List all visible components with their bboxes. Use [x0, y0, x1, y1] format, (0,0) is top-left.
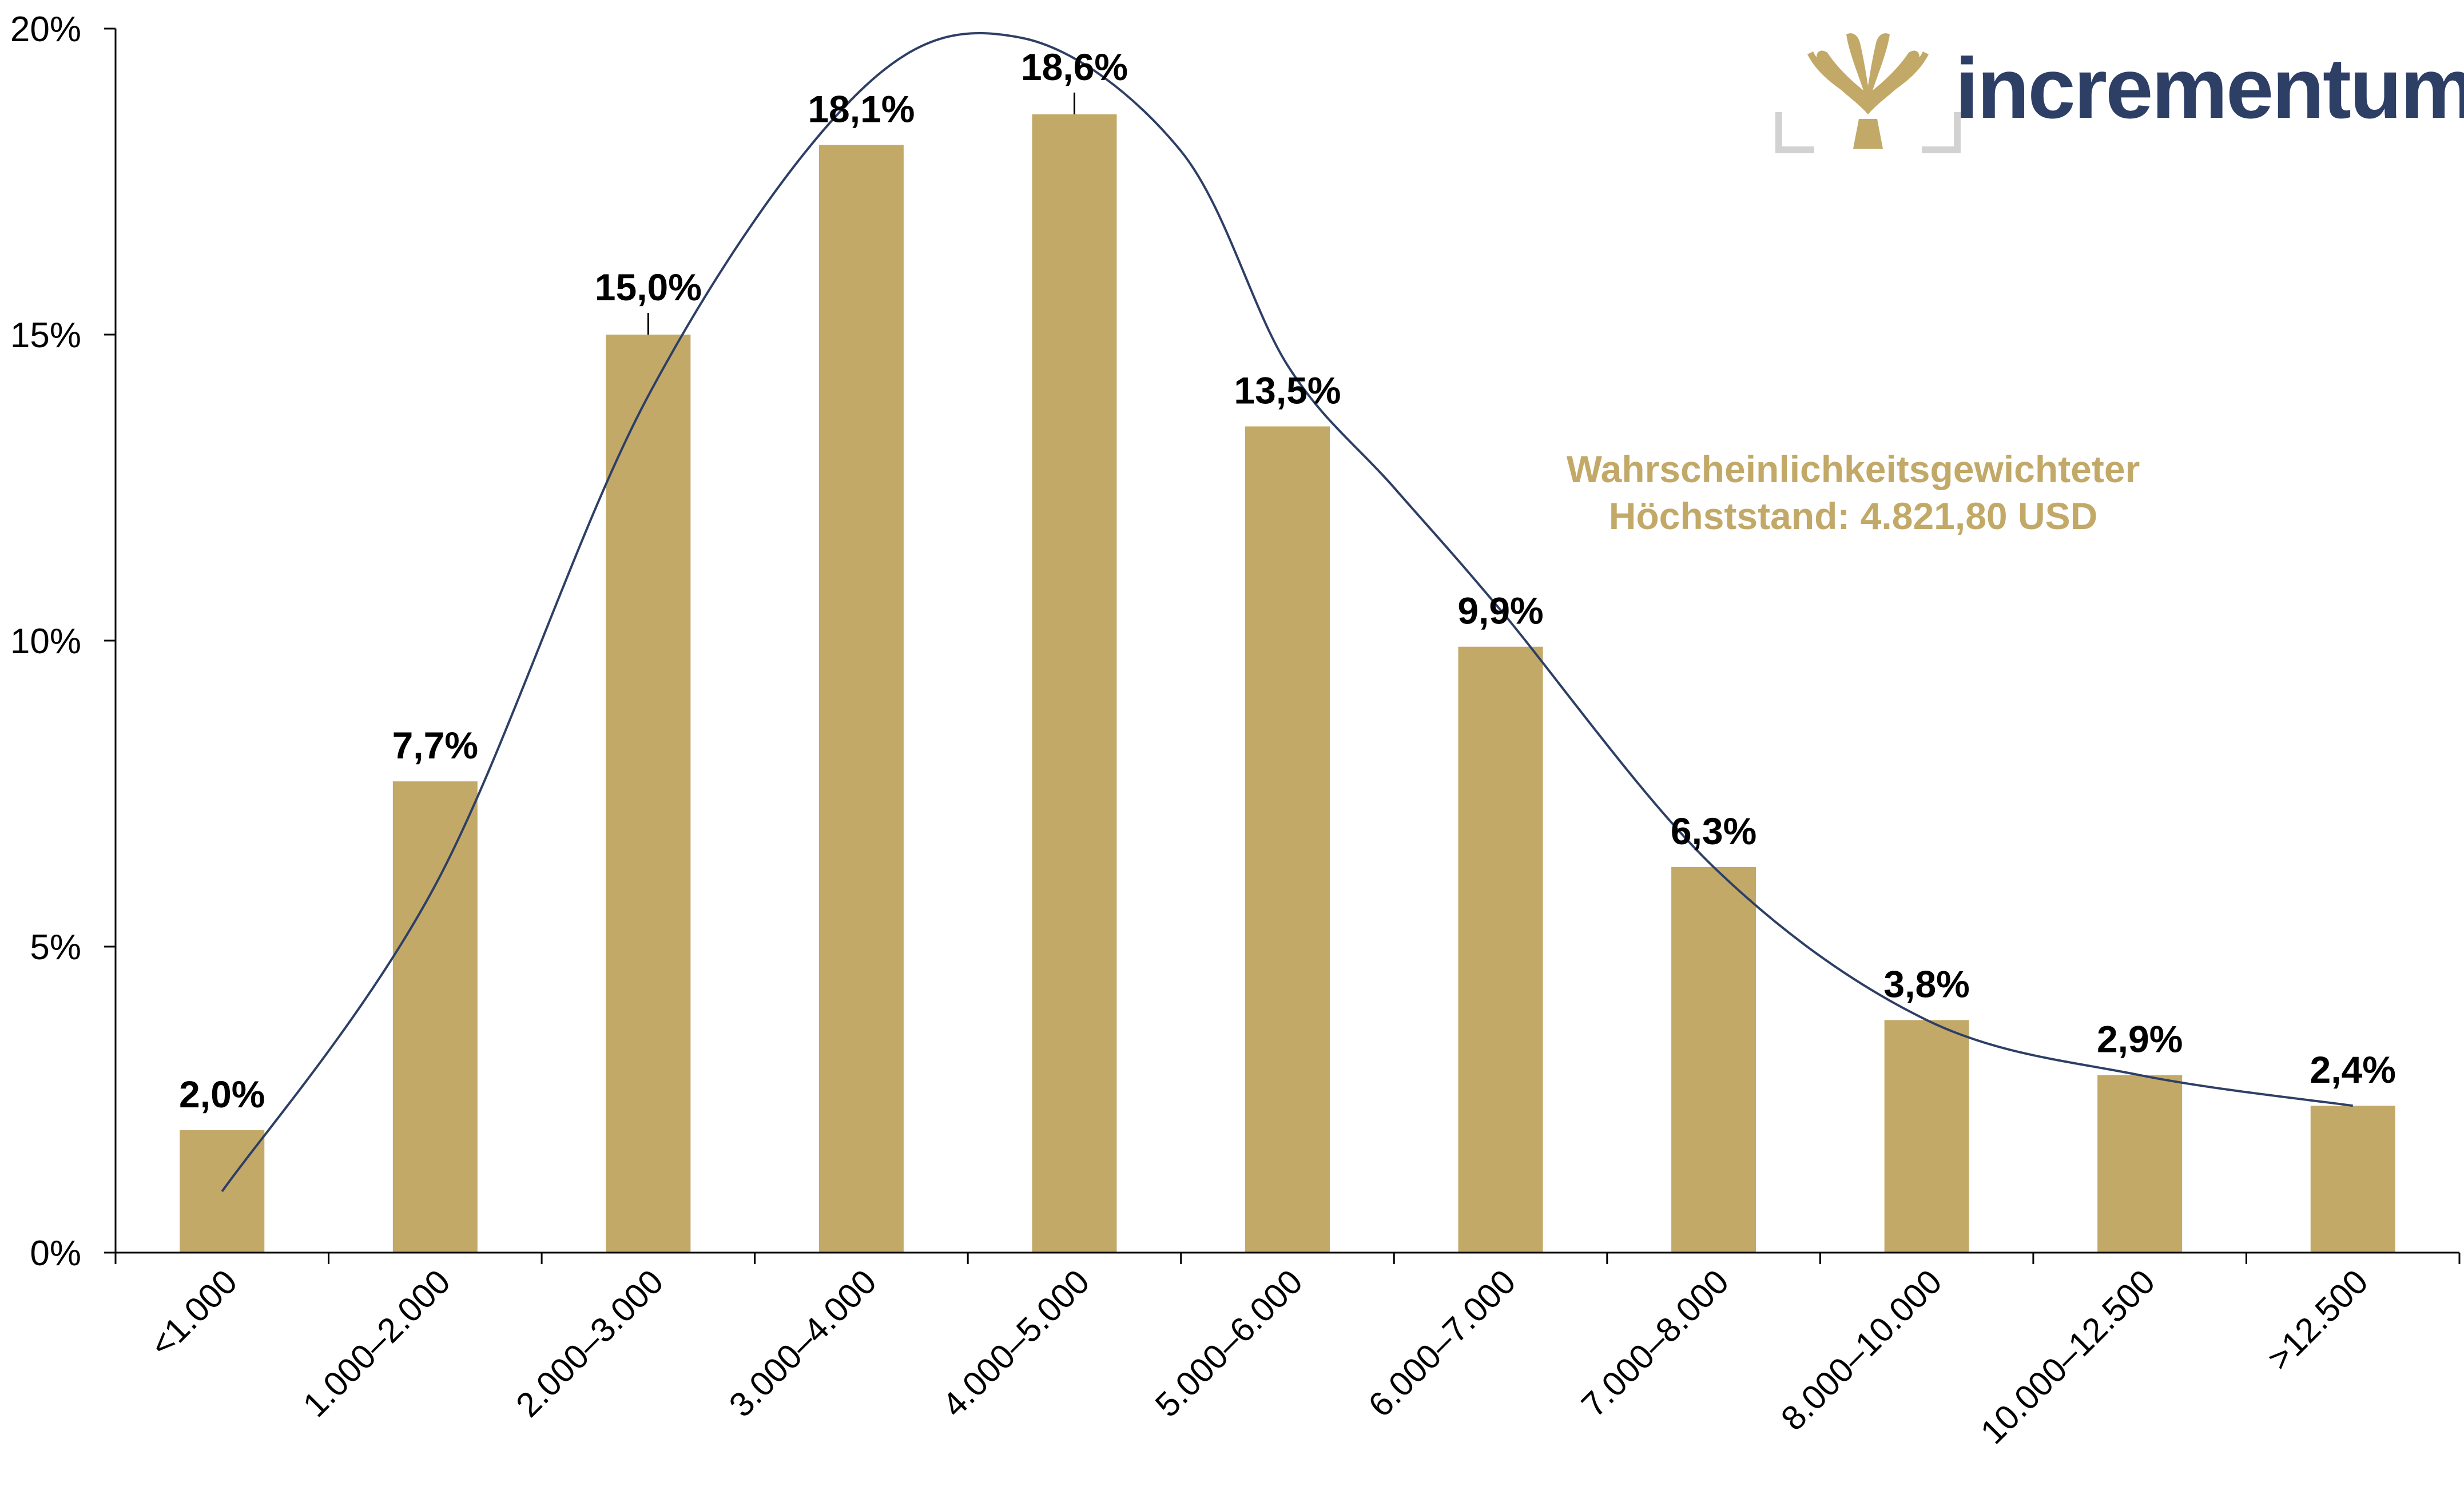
- y-tick-label: 15%: [10, 316, 81, 355]
- bar: [606, 335, 691, 1253]
- plot-area: 2,0% 7,7% 15,0% 18,1% 18,6% 13,5% 9,9% 6,3% 3,8%…: [10, 10, 2461, 1452]
- data-label: 6,3%: [1671, 810, 1756, 852]
- brand-name: incrementum: [1955, 40, 2464, 136]
- x-tick-label: 6.000–7.000: [1361, 1262, 1523, 1424]
- y-ticks: 0% 5% 10% 15% 20%: [10, 10, 116, 1273]
- x-tick-label: >12.500: [2260, 1262, 2375, 1378]
- data-label: 9,9%: [1457, 590, 1543, 632]
- data-label: 18,1%: [808, 88, 915, 130]
- x-tick-label: 8.000–10.000: [1774, 1262, 1949, 1438]
- x-tick-label: 3.000–4.000: [722, 1262, 884, 1424]
- x-tick-label: 4.000–5.000: [935, 1262, 1096, 1424]
- bar: [2097, 1075, 2183, 1253]
- bar: [1032, 114, 1117, 1253]
- bars: [180, 114, 2395, 1253]
- y-tick-label: 0%: [30, 1234, 81, 1273]
- bar: [392, 781, 478, 1253]
- brand-logo: incrementum: [1775, 33, 2464, 153]
- bar: [1884, 1020, 1969, 1253]
- x-tick-label: <1.000: [142, 1262, 244, 1364]
- annotation-line-1: Wahrscheinlichkeitsgewichteter: [1567, 448, 2140, 490]
- bar: [1458, 646, 1543, 1253]
- x-tick-label: 2.000–3.000: [508, 1262, 670, 1424]
- bar: [1245, 426, 1330, 1253]
- annotation-line-2: Höchststand: 4.821,80 USD: [1609, 495, 2098, 537]
- x-ticks: <1.000 1.000–2.000 2.000–3.000 3.000–4.000 4…: [114, 1253, 2461, 1452]
- label-leader-lines: [647, 92, 1075, 335]
- data-label: 2,4%: [2310, 1048, 2396, 1091]
- x-tick-label: 1.000–2.000: [296, 1262, 458, 1424]
- data-label: 15,0%: [595, 266, 702, 308]
- x-tick-label: 5.000–6.000: [1148, 1262, 1310, 1424]
- y-tick-label: 10%: [10, 622, 81, 661]
- x-tick-label: 7.000–8.000: [1574, 1262, 1736, 1424]
- data-label: 13,5%: [1234, 369, 1341, 412]
- y-tick-label: 20%: [10, 10, 81, 49]
- data-label: 3,8%: [1883, 963, 1969, 1005]
- bar: [1671, 867, 1756, 1253]
- data-labels: 2,0% 7,7% 15,0% 18,1% 18,6% 13,5% 9,9% 6,3% 3,8%…: [179, 46, 2396, 1115]
- data-label: 2,0%: [179, 1073, 265, 1115]
- bar: [180, 1130, 265, 1253]
- distribution-curve: [221, 31, 2353, 1193]
- annotation: Wahrscheinlichkeitsgewichteter Höchststa…: [1567, 448, 2140, 537]
- x-tick-label: 10.000–12.500: [1973, 1262, 2163, 1452]
- data-label: 18,6%: [1021, 46, 1128, 88]
- tree-logo-icon: [1775, 33, 1961, 153]
- bar: [818, 145, 904, 1253]
- data-label: 2,9%: [2097, 1018, 2183, 1060]
- bar: [2310, 1106, 2395, 1253]
- data-label: 7,7%: [392, 724, 478, 766]
- y-tick-label: 5%: [30, 928, 81, 967]
